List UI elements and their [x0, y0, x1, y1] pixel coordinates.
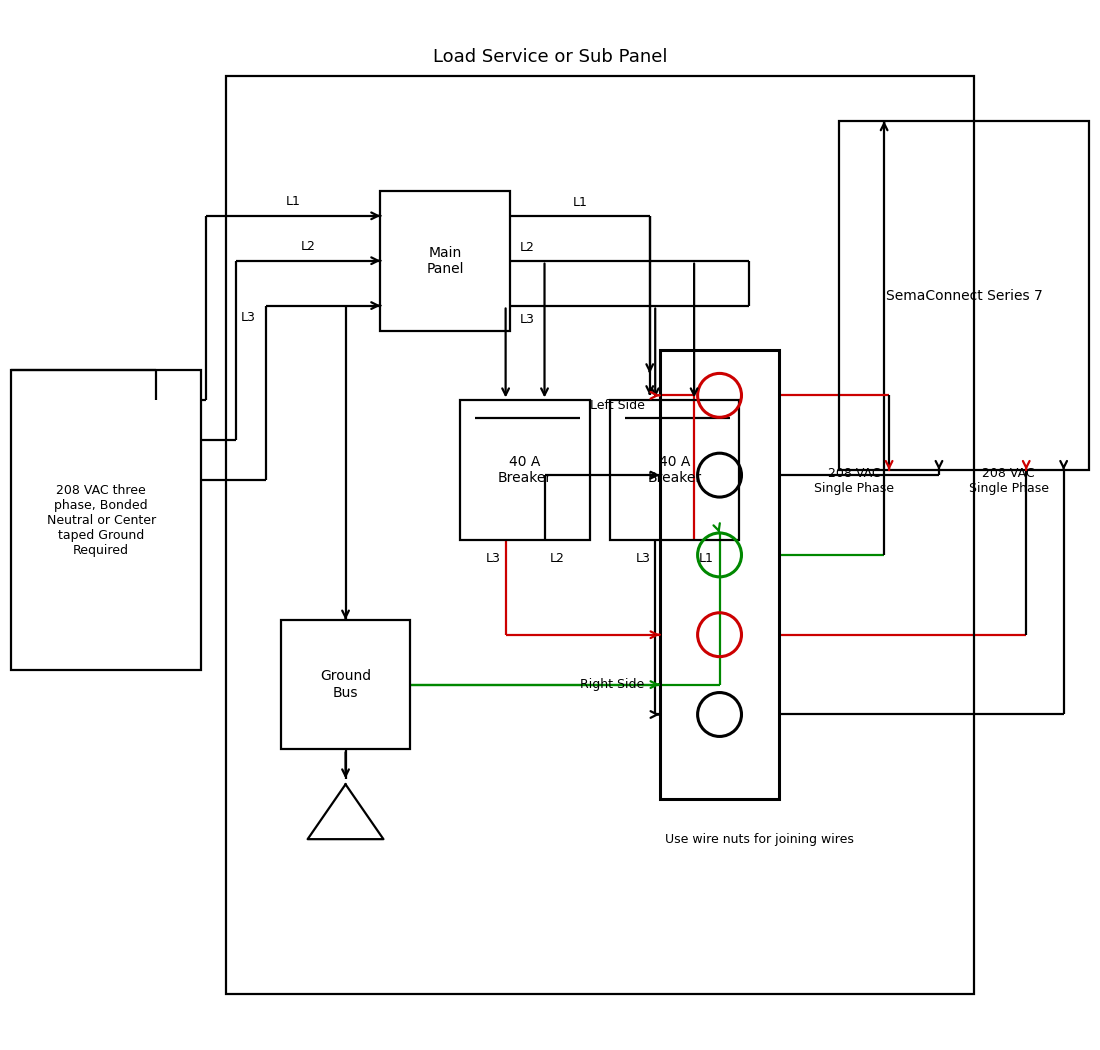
- Bar: [839, 121, 1089, 470]
- Text: Ground
Bus: Ground Bus: [320, 670, 371, 699]
- Text: 208 VAC
Single Phase: 208 VAC Single Phase: [814, 467, 894, 496]
- Text: Use wire nuts for joining wires: Use wire nuts for joining wires: [664, 833, 854, 845]
- Text: SemaConnect Series 7: SemaConnect Series 7: [886, 289, 1043, 302]
- Text: 208 VAC
Single Phase: 208 VAC Single Phase: [969, 467, 1048, 496]
- Bar: [460, 400, 590, 540]
- Text: 208 VAC three
phase, Bonded
Neutral or Center
taped Ground
Required: 208 VAC three phase, Bonded Neutral or C…: [46, 483, 156, 556]
- Bar: [381, 191, 510, 331]
- Bar: [226, 77, 974, 993]
- Text: Right Side: Right Side: [581, 678, 645, 691]
- Text: L3: L3: [486, 552, 500, 565]
- Text: Load Service or Sub Panel: Load Service or Sub Panel: [432, 48, 668, 66]
- Text: L2: L2: [550, 552, 564, 565]
- Text: 40 A
Breaker: 40 A Breaker: [648, 455, 702, 485]
- Text: L3: L3: [241, 311, 256, 323]
- Text: Left Side: Left Side: [590, 399, 645, 412]
- Text: 40 A
Breaker: 40 A Breaker: [498, 455, 552, 485]
- Text: L2: L2: [300, 239, 316, 253]
- Text: L3: L3: [520, 313, 535, 326]
- Text: L1: L1: [572, 196, 587, 209]
- Bar: [11, 371, 201, 670]
- Text: L3: L3: [636, 552, 650, 565]
- Bar: [660, 351, 780, 799]
- Text: L1: L1: [286, 195, 300, 208]
- Text: L2: L2: [520, 240, 535, 254]
- Bar: [280, 620, 410, 750]
- Text: L1: L1: [700, 552, 714, 565]
- Bar: [609, 400, 739, 540]
- Text: Main
Panel: Main Panel: [427, 246, 464, 276]
